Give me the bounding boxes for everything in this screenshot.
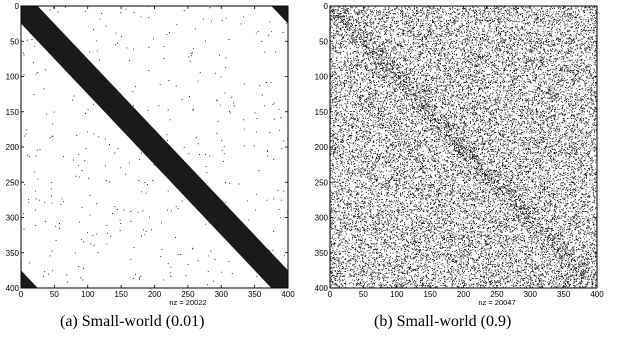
plot-area-a: 0 50 100 150 200 250 300 350 4000501001502002503… <box>6 2 296 299</box>
x-tick-label: 200 <box>148 290 162 299</box>
nonzero-entries <box>330 6 597 288</box>
x-tick-label: 100 <box>81 290 95 299</box>
x-tick-label: 250 <box>181 290 195 299</box>
y-tick-label: 300 <box>315 214 329 223</box>
y-tick-label: 400 <box>6 284 20 293</box>
spy-plot-b: 0 50 100 150 200 250 300 350 4000501001502002503… <box>315 2 605 307</box>
x-tick-label: 400 <box>590 290 604 299</box>
y-tick-label: 100 <box>315 73 329 82</box>
diagonal-band <box>21 6 288 288</box>
y-tick-label: 150 <box>6 108 20 117</box>
wrap-band <box>271 6 288 24</box>
y-tick-label: 300 <box>6 214 20 223</box>
y-tick-label: 50 <box>319 37 328 46</box>
y-tick-label: 100 <box>6 73 20 82</box>
x-tick-label: 300 <box>524 290 538 299</box>
x-tick-label: 150 <box>423 290 437 299</box>
nz-label-a: nz = 20022 <box>169 298 206 307</box>
y-tick-label: 200 <box>6 143 20 152</box>
y-tick-label: 150 <box>315 108 329 117</box>
x-tick-label: 0 <box>19 290 24 299</box>
y-tick-label: 350 <box>315 249 329 258</box>
spy-plot-a: 0 50 100 150 200 250 300 350 4000501001502002503… <box>6 2 296 307</box>
x-tick-label: 50 <box>50 290 59 299</box>
x-tick-label: 0 <box>328 290 333 299</box>
x-tick-label: 50 <box>359 290 368 299</box>
y-tick-label: 350 <box>6 249 20 258</box>
x-tick-label: 400 <box>281 290 295 299</box>
x-tick-label: 150 <box>114 290 128 299</box>
y-tick-label: 200 <box>315 143 329 152</box>
caption-a: (a) Small-world (0.01) <box>60 313 205 330</box>
x-tick-label: 250 <box>490 290 504 299</box>
x-tick-label: 200 <box>457 290 471 299</box>
y-tick-label: 0 <box>15 2 20 11</box>
plot-area-b: 0 50 100 150 200 250 300 350 4000501001502002503… <box>315 2 605 299</box>
y-tick-label: 0 <box>324 2 329 11</box>
x-tick-label: 350 <box>248 290 262 299</box>
wrap-band <box>21 270 38 288</box>
y-tick-label: 50 <box>10 37 19 46</box>
nonzero-entries <box>21 6 288 288</box>
y-tick-label: 250 <box>315 178 329 187</box>
caption-b: (b) Small-world (0.9) <box>374 313 512 330</box>
y-tick-label: 250 <box>6 178 20 187</box>
x-tick-label: 350 <box>557 290 571 299</box>
x-tick-label: 100 <box>390 290 404 299</box>
y-tick-label: 400 <box>315 284 329 293</box>
x-tick-label: 300 <box>215 290 229 299</box>
nz-label-b: nz = 20047 <box>478 298 515 307</box>
